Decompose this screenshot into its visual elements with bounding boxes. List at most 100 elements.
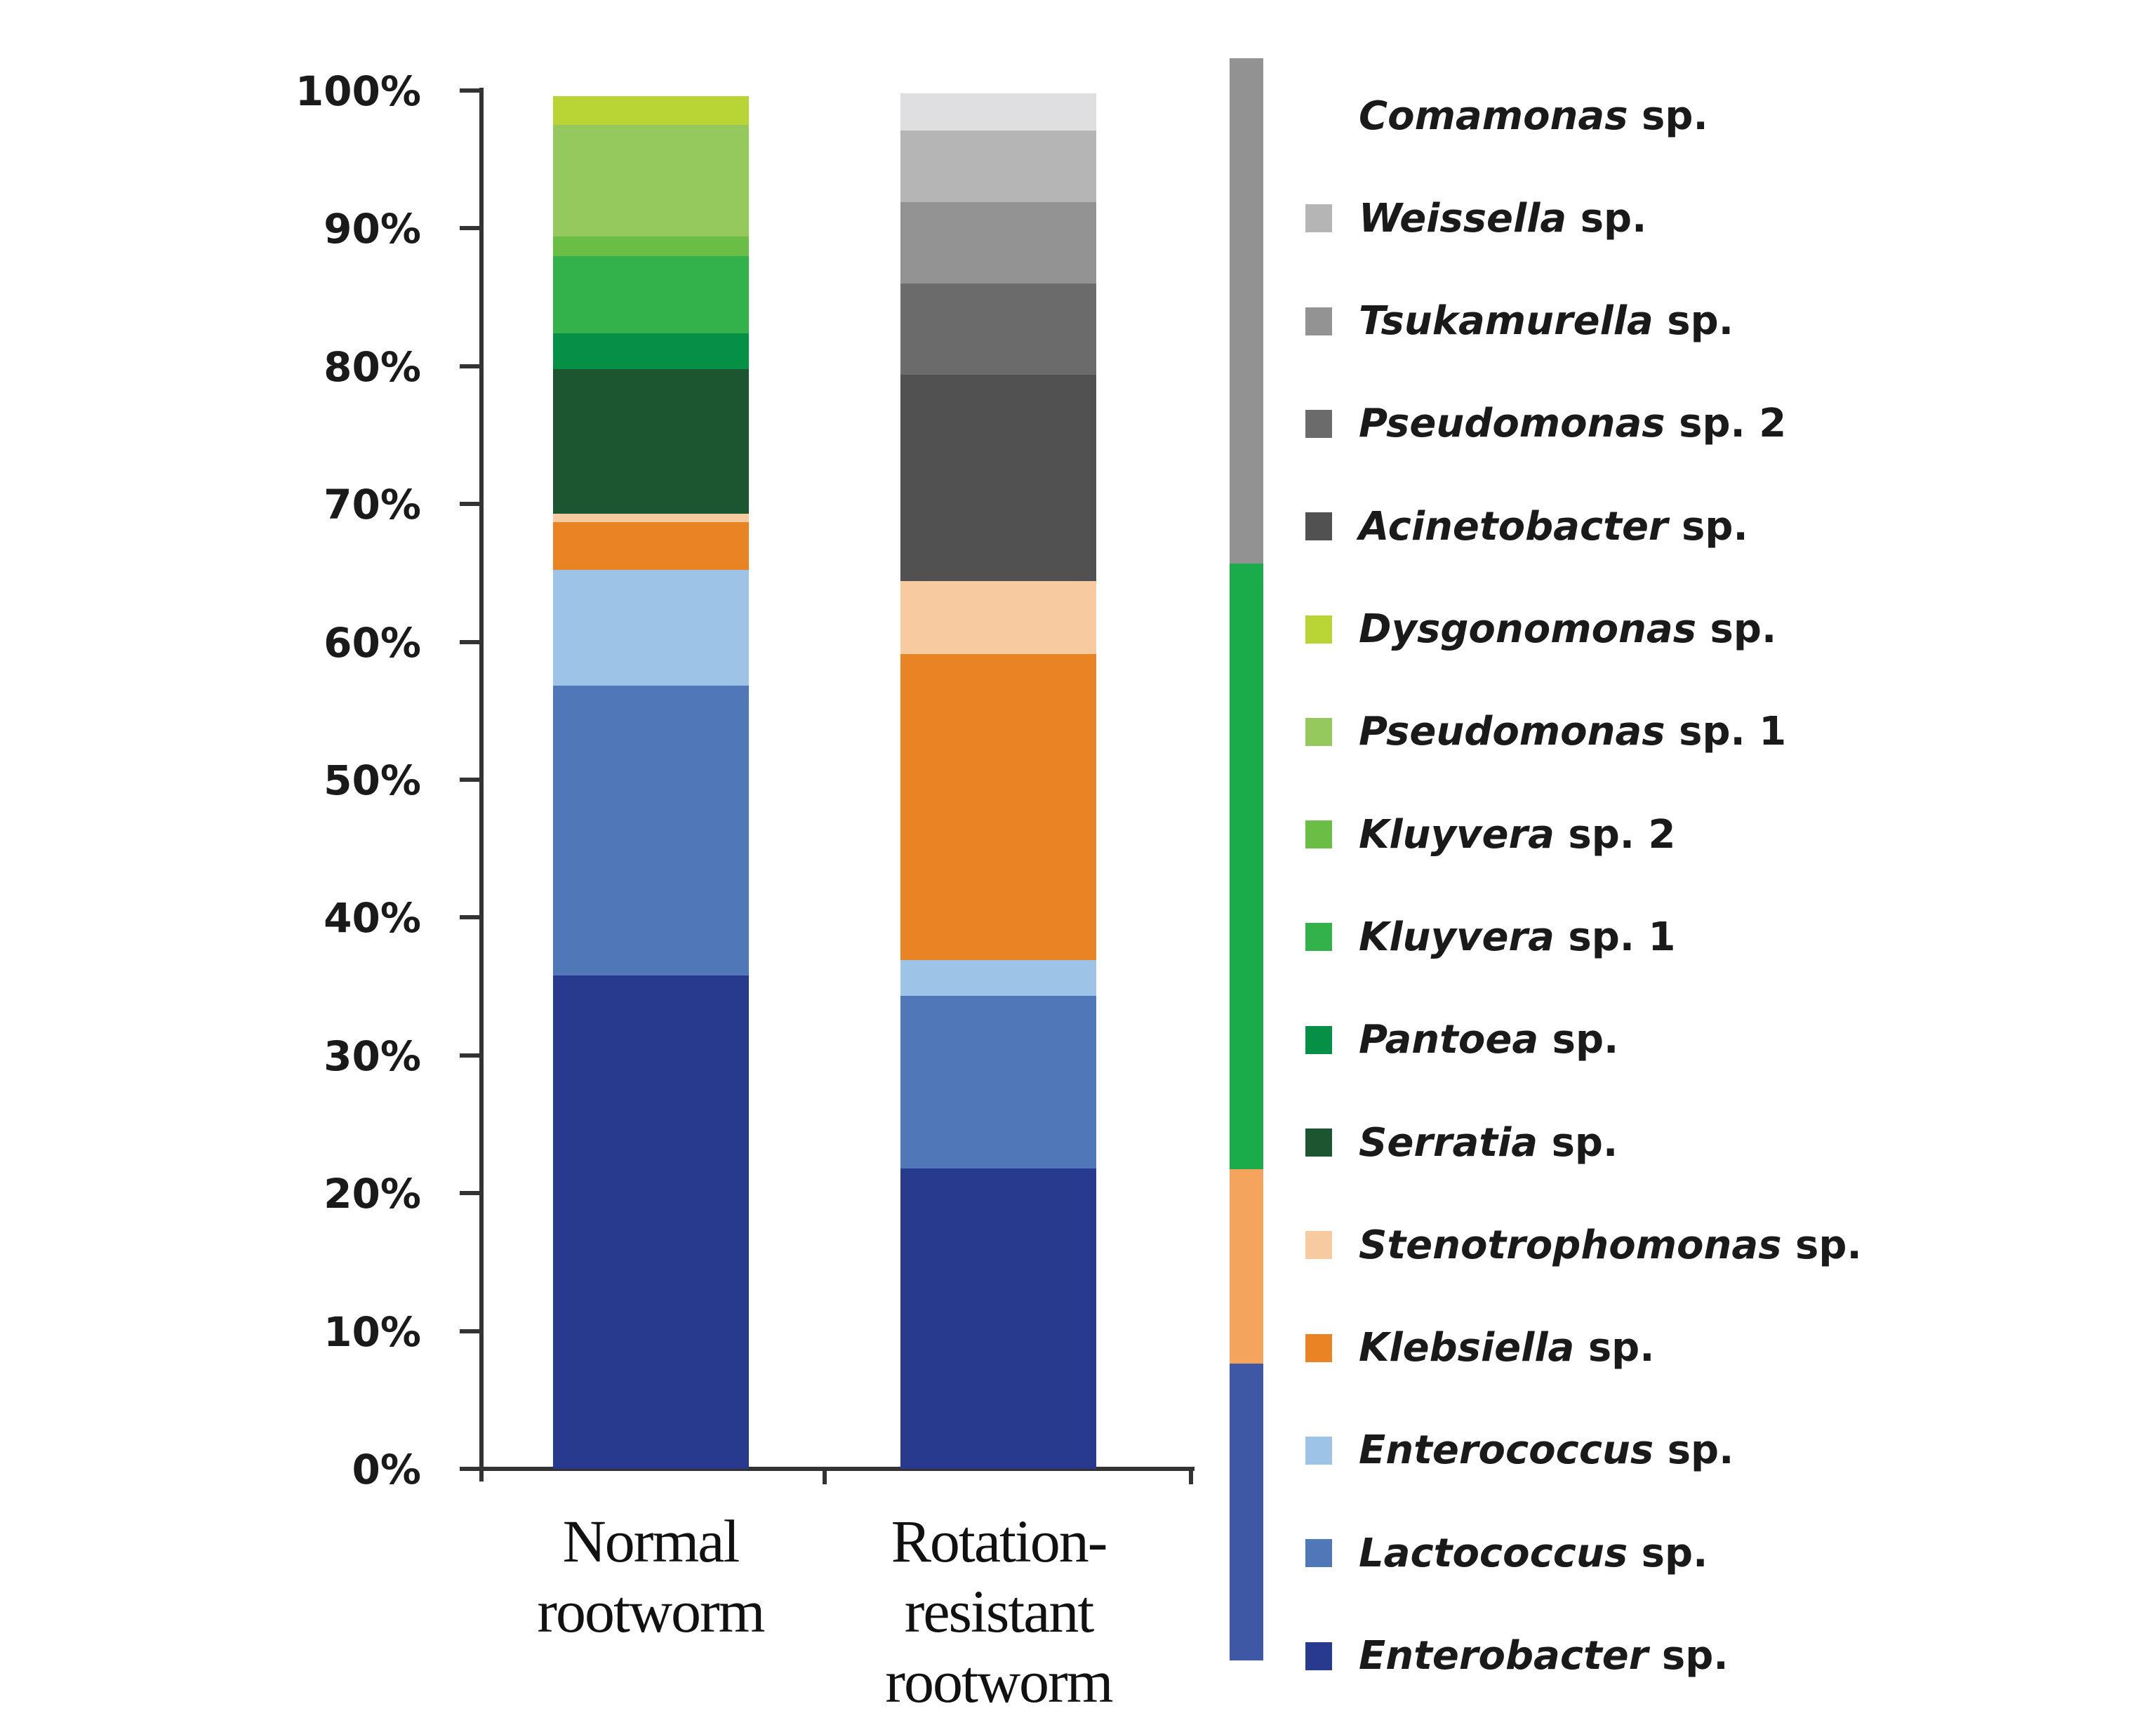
- y-tick-label: 0%: [352, 1446, 421, 1493]
- bar-rotation-resistant-rootworm: [900, 91, 1096, 1469]
- y-tick: [460, 1053, 481, 1058]
- legend-swatch: [1305, 923, 1332, 952]
- y-axis-line: [479, 88, 484, 1481]
- x-axis-label-line: Rotation-: [891, 1507, 1108, 1575]
- bar-segment-stenotrophomonas-sp: [553, 513, 749, 522]
- legend-group-bracket: [1230, 564, 1263, 1169]
- legend-label: Tsukamurella sp.: [1359, 298, 1734, 344]
- bar-segment-pseudomonas-sp-1: [553, 125, 749, 237]
- legend-swatch: [1305, 1642, 1332, 1670]
- legend-species-suffix: sp.: [1710, 606, 1777, 652]
- y-tick-label: 70%: [324, 481, 421, 529]
- x-tick: [1189, 1469, 1193, 1484]
- x-axis-label: Normal rootworm: [468, 1507, 833, 1648]
- legend-label: Dysgonomonas sp.: [1359, 606, 1776, 652]
- legend-swatch: [1305, 1436, 1332, 1465]
- legend-genus: Kluyvera: [1359, 914, 1555, 960]
- legend-swatch: [1305, 717, 1332, 746]
- legend-species-suffix: sp.: [1667, 298, 1734, 345]
- bar-segment-weissella-sp: [900, 130, 1096, 203]
- bar-segment-klebsiella-sp: [900, 654, 1096, 961]
- y-tick: [460, 88, 481, 93]
- x-tick: [823, 1469, 827, 1484]
- y-tick-label: 40%: [324, 894, 421, 943]
- legend-swatch: [1305, 1539, 1332, 1568]
- y-tick-label: 60%: [324, 618, 421, 667]
- bar-segment-klebsiella-sp: [553, 521, 749, 571]
- legend-label: Weissella sp.: [1359, 196, 1646, 241]
- y-tick: [460, 1191, 481, 1196]
- legend-species-suffix: sp. 1: [1568, 914, 1676, 960]
- bar-segment-pantoea-sp: [553, 333, 749, 369]
- legend-species-suffix: sp.: [1661, 1633, 1729, 1679]
- bar-segment-enterobacter-sp: [553, 975, 749, 1469]
- bar-segment-acinetobacter-sp: [900, 374, 1096, 582]
- y-tick: [460, 639, 481, 644]
- legend-swatch: [1305, 204, 1332, 233]
- legend-genus: Dysgonomonas: [1359, 606, 1697, 652]
- bar-segment-serratia-sp: [553, 368, 749, 514]
- legend-genus: Kluyvera: [1359, 811, 1555, 858]
- y-tick-label: 20%: [324, 1170, 421, 1218]
- legend-species-suffix: sp. 2: [1568, 811, 1676, 858]
- legend-item: Weissella sp.: [1305, 190, 1646, 246]
- legend-species-suffix: sp.: [1682, 503, 1748, 550]
- legend-species-suffix: sp. 2: [1679, 401, 1787, 447]
- legend-species-suffix: sp.: [1641, 1530, 1708, 1576]
- legend-species-suffix: sp.: [1642, 93, 1708, 139]
- legend-label: Kluyvera sp. 1: [1359, 914, 1676, 960]
- legend-swatch: [1305, 820, 1332, 849]
- y-tick: [460, 778, 481, 782]
- legend-genus: Lactococcus: [1359, 1530, 1628, 1576]
- legend-genus: Pseudomonas: [1359, 401, 1665, 447]
- legend-genus: Pantoea: [1359, 1017, 1539, 1063]
- legend-group-bracket: [1230, 1364, 1263, 1660]
- y-tick-label: 80%: [324, 342, 421, 391]
- legend-genus: Weissella: [1359, 195, 1567, 241]
- legend-genus: Comamonas: [1359, 93, 1628, 139]
- y-tick-label: 10%: [324, 1307, 421, 1356]
- bar-segment-kluyvera-sp-1: [553, 255, 749, 333]
- y-tick-label: 90%: [324, 205, 421, 253]
- y-tick-label: 30%: [324, 1032, 421, 1080]
- legend-genus: Tsukamurella: [1359, 298, 1653, 345]
- legend-item: Kluyvera sp. 1: [1305, 909, 1676, 965]
- legend-label: Pseudomonas sp. 2: [1359, 401, 1786, 446]
- legend-item: Pseudomonas sp. 1: [1305, 704, 1786, 760]
- legend-item: Pseudomonas sp. 2: [1305, 396, 1786, 452]
- legend-genus: Enterobacter: [1359, 1633, 1649, 1679]
- legend-swatch: [1305, 102, 1332, 130]
- legend-label: Enterococcus sp.: [1359, 1427, 1734, 1473]
- legend-swatch: [1305, 307, 1332, 335]
- legend-genus: Klebsiella: [1359, 1325, 1575, 1371]
- legend-swatch: [1305, 615, 1332, 644]
- y-tick: [460, 1467, 481, 1471]
- legend-genus: Serratia: [1359, 1119, 1538, 1166]
- legend-label: Comamonas sp.: [1359, 93, 1708, 139]
- legend-item: Tsukamurella sp.: [1305, 293, 1734, 349]
- bar-segment-kluyvera-sp-2: [553, 237, 749, 256]
- y-tick: [460, 915, 481, 920]
- y-tick: [460, 226, 481, 231]
- y-tick-label: 100%: [295, 67, 421, 115]
- legend-item: Stenotrophomonas sp.: [1305, 1217, 1862, 1273]
- bar-segment-enterococcus-sp: [553, 570, 749, 686]
- legend-item: Klebsiella sp.: [1305, 1320, 1655, 1376]
- legend-item: Serratia sp.: [1305, 1114, 1618, 1171]
- x-axis-label-line: Normal: [562, 1507, 740, 1575]
- legend-label: Serratia sp.: [1359, 1120, 1618, 1166]
- legend-genus: Pseudomonas: [1359, 709, 1665, 755]
- bar-segment-tsukamurella-sp: [900, 202, 1096, 284]
- x-axis-line: [479, 1467, 1195, 1471]
- legend-label: Lactococcus sp.: [1359, 1531, 1708, 1576]
- legend-label: Enterobacter sp.: [1359, 1633, 1729, 1679]
- legend-species-suffix: sp.: [1588, 1325, 1655, 1371]
- legend-swatch: [1305, 512, 1332, 541]
- legend-group-bracket: [1230, 58, 1263, 564]
- legend-label: Kluyvera sp. 2: [1359, 812, 1676, 858]
- bar-segment-pseudomonas-sp-2: [900, 283, 1096, 375]
- legend-species-suffix: sp.: [1795, 1222, 1862, 1268]
- legend-species-suffix: sp. 1: [1679, 709, 1787, 755]
- legend-item: Acinetobacter sp.: [1305, 498, 1748, 554]
